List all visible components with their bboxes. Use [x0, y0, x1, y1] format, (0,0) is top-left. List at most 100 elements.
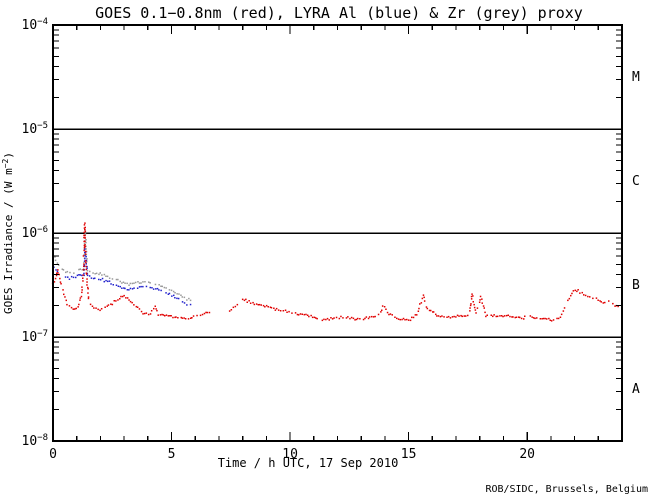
lyra-zr-proxy-dot: [106, 275, 109, 278]
goes-xray-dot: [299, 313, 302, 315]
lyra-al-proxy-dot: [81, 274, 83, 277]
goes-xray-dot: [294, 312, 297, 314]
goes-xray-dot: [502, 315, 504, 318]
goes-xray-dot: [154, 305, 156, 307]
goes-xray-dot: [249, 302, 252, 304]
lyra-al-proxy-dot: [136, 287, 139, 289]
lyra-zr-proxy-dot: [54, 259, 57, 262]
goes-xray-dot: [147, 313, 150, 316]
goes-xray-dot: [81, 286, 83, 288]
lyra-al-proxy-dot: [110, 283, 112, 285]
lyra-zr-proxy-dot: [172, 290, 175, 293]
goes-xray-dot: [492, 315, 494, 318]
lyra-al-proxy-dot: [70, 275, 73, 278]
lyra-al-proxy-dot: [78, 274, 80, 276]
lyra-zr-proxy-dot: [131, 282, 134, 285]
goes-xray-dot: [241, 298, 244, 301]
goes-xray-dot: [469, 310, 471, 312]
goes-xray-dot: [111, 303, 114, 306]
goes-xray-dot: [100, 308, 103, 310]
goes-xray-dot: [432, 311, 435, 313]
goes-xray-dot: [255, 303, 258, 305]
lyra-zr-proxy-dot: [160, 285, 162, 287]
goes-xray-dot: [451, 316, 454, 318]
lyra-zr-proxy-dot: [142, 281, 144, 283]
goes-xray-dot: [169, 315, 171, 317]
lyra-al-proxy-dot: [79, 274, 82, 276]
lyra-al-proxy-dot: [83, 264, 86, 266]
lyra-zr-proxy-dot: [99, 272, 101, 274]
lyra-zr-proxy-dot: [119, 280, 121, 283]
lyra-zr-proxy-dot: [170, 289, 173, 292]
goes-xray-dot: [512, 316, 514, 318]
goes-xray-dot: [83, 240, 85, 243]
goes-xray-dot: [286, 311, 288, 313]
goes-xray-dot: [264, 306, 266, 308]
goes-xray-dot: [544, 317, 546, 320]
lyra-zr-proxy-dot: [103, 273, 106, 276]
goes-xray-dot: [496, 315, 499, 318]
goes-xray-dot: [579, 292, 581, 294]
goes-xray-dot: [269, 306, 272, 308]
goes-xray-dot: [328, 319, 330, 321]
goes-xray-dot: [401, 318, 403, 321]
goes-xray-dot: [380, 311, 382, 313]
goes-xray-dot: [232, 306, 235, 309]
goes-xray-dot: [234, 305, 237, 308]
goes-xray-dot: [421, 297, 424, 300]
goes-xray-dot: [267, 306, 269, 308]
goes-xray-dot: [524, 315, 526, 317]
goes-xray-dot: [617, 305, 619, 308]
goes-xray-dot: [478, 301, 481, 303]
goes-xray-dot: [536, 317, 538, 319]
goes-xray-dot: [187, 318, 190, 320]
lyra-zr-proxy-dot: [85, 241, 87, 244]
flare-class-label-m: M: [632, 70, 640, 85]
goes-xray-dot: [258, 303, 261, 306]
lyra-al-proxy-dot: [86, 274, 89, 277]
goes-xray-dot: [416, 314, 418, 316]
goes-xray-dot: [365, 316, 368, 318]
goes-xray-dot: [77, 306, 79, 308]
goes-xray-dot: [509, 315, 511, 318]
goes-xray-dot: [128, 299, 130, 301]
goes-xray-dot: [85, 268, 87, 271]
y-tick-label: 10−8: [22, 433, 49, 449]
goes-xray-dot: [175, 316, 177, 318]
lyra-al-proxy-dot: [129, 287, 132, 290]
goes-xray-dot: [520, 317, 523, 320]
goes-xray-dot: [84, 228, 86, 231]
goes-xray-dot: [476, 307, 479, 309]
lyra-zr-proxy-dot: [84, 233, 86, 235]
lyra-al-proxy-dot: [103, 280, 105, 283]
goes-xray-dot: [386, 311, 389, 314]
lyra-zr-proxy-dot: [98, 273, 100, 276]
lyra-al-proxy-dot: [84, 257, 86, 260]
lyra-zr-proxy-dot: [133, 282, 135, 284]
goes-xray-dot: [84, 226, 86, 229]
lyra-zr-proxy-dot: [117, 278, 119, 281]
goes-xray-dot: [460, 314, 462, 317]
goes-xray-dot: [381, 309, 383, 311]
goes-xray-dot: [529, 315, 532, 317]
goes-xray-dot: [548, 317, 550, 320]
goes-xray-dot: [119, 298, 121, 300]
lyra-al-proxy-dot: [85, 263, 87, 265]
lyra-zr-proxy-dot: [183, 296, 186, 299]
goes-xray-dot: [458, 315, 460, 317]
goes-xray-dot: [423, 296, 425, 299]
goes-xray-dot: [150, 310, 153, 312]
goes-xray-dot: [87, 286, 89, 289]
goes-xray-dot: [273, 307, 275, 309]
goes-xray-dot: [85, 261, 87, 264]
goes-xray-dot: [469, 307, 471, 309]
goes-xray-dot: [425, 306, 428, 308]
goes-xray-dot: [519, 316, 521, 319]
goes-xray-dot: [383, 306, 386, 308]
goes-xray-dot: [135, 305, 138, 308]
goes-xray-dot: [331, 318, 334, 320]
lyra-zr-proxy-dot: [189, 299, 192, 302]
lyra-zr-proxy-dot: [178, 293, 180, 295]
lyra-al-proxy-dot: [158, 289, 160, 291]
